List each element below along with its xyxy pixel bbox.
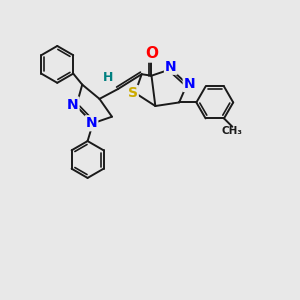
Text: O: O: [145, 46, 158, 62]
Text: S: S: [128, 86, 138, 100]
Text: N: N: [85, 116, 97, 130]
Text: N: N: [184, 77, 195, 91]
Text: N: N: [165, 60, 177, 74]
Text: H: H: [103, 71, 114, 84]
Text: CH₃: CH₃: [222, 126, 243, 136]
Text: N: N: [67, 98, 79, 112]
